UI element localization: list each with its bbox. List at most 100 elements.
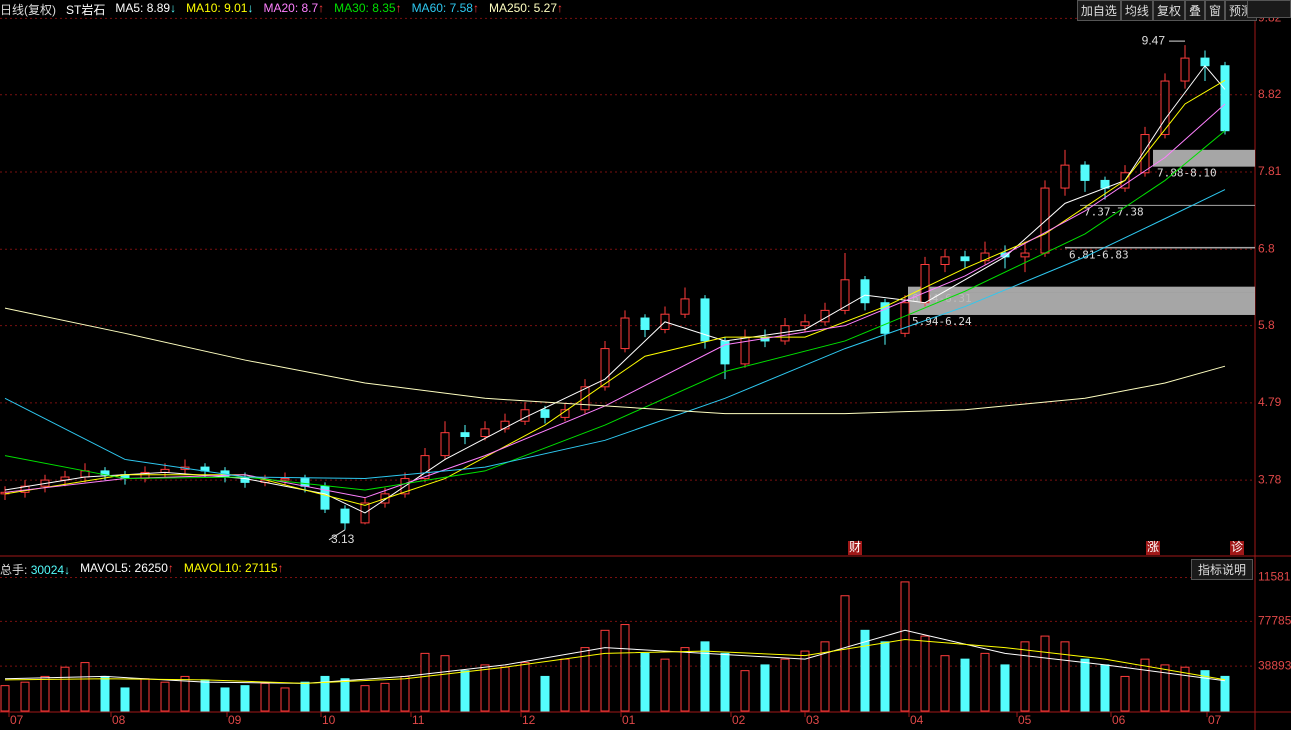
annotation-leader xyxy=(328,529,346,541)
legend-name: MA60 xyxy=(411,1,443,15)
candle-body xyxy=(280,478,290,481)
candle-body xyxy=(700,298,710,342)
toolbar-button[interactable]: 加自选 xyxy=(1076,0,1121,21)
price-legend: 日线(复权) ST岩石 MA5: 8.89↓ MA10: 9.01↓ MA20: 8… xyxy=(0,1,563,18)
volume-bar xyxy=(580,647,590,712)
legend-name: MA10 xyxy=(186,1,218,15)
legend-name: MA30 xyxy=(334,1,366,15)
volume-bar xyxy=(1060,641,1070,712)
y-tick-label: 77785 xyxy=(1258,614,1291,628)
candle-body xyxy=(620,317,630,350)
legend-value: 9.01 xyxy=(224,1,248,15)
x-tick-label: 12 xyxy=(522,713,536,727)
candle-body xyxy=(860,279,870,304)
volume-bar xyxy=(1040,635,1050,712)
zone-label: 7.37-7.38 xyxy=(1084,206,1144,219)
toolbar-controls[interactable] xyxy=(1247,0,1291,18)
volume-bar xyxy=(500,666,510,712)
toolbar-button[interactable]: 窗 xyxy=(1204,0,1225,21)
x-tick-label: 11 xyxy=(412,713,425,727)
y-tick-label: 4.79 xyxy=(1258,395,1282,409)
legend-value: 8.7 xyxy=(301,1,319,15)
event-marker: 诊 xyxy=(1231,540,1243,554)
candle-body xyxy=(500,420,510,430)
y-tick-label: 11581 xyxy=(1258,570,1291,584)
candle-body xyxy=(480,428,490,438)
volume-bar xyxy=(980,652,990,712)
legend-trend: ↑ xyxy=(472,1,479,15)
candle-body xyxy=(1140,134,1150,174)
volume-bar xyxy=(1160,664,1170,712)
legend-separator: : xyxy=(238,561,246,575)
x-tick-label: 04 xyxy=(910,713,924,727)
volume-bar xyxy=(60,666,70,712)
candle-body xyxy=(640,317,650,330)
y-tick-label: 8.82 xyxy=(1258,87,1282,101)
legend-value: 8.35 xyxy=(372,1,396,15)
help-button[interactable]: 指标说明 xyxy=(1190,559,1253,580)
volume-bar xyxy=(600,629,610,712)
candle-body xyxy=(600,348,610,388)
toolbar-button[interactable]: 复权 xyxy=(1152,0,1185,21)
legend-separator: : xyxy=(526,1,534,15)
volume-bar xyxy=(720,652,730,712)
legend-item: MA20: 8.7↑ xyxy=(263,1,324,18)
volume-bar xyxy=(340,678,350,712)
candle-body xyxy=(580,386,590,411)
volume-bar xyxy=(860,629,870,712)
legend-item: MA10: 9.01↓ xyxy=(186,1,253,18)
volume-bar xyxy=(880,641,890,712)
legend-item: MA5: 8.89↓ xyxy=(115,1,176,18)
volume-bar xyxy=(760,664,770,712)
volume-title-text: 总手 xyxy=(0,563,25,577)
chart-title: 日线(复权) xyxy=(0,3,56,17)
event-marker-bg xyxy=(1230,541,1244,555)
x-tick-label: 03 xyxy=(806,713,820,727)
event-marker-bg xyxy=(848,541,862,555)
volume-bar xyxy=(460,670,470,712)
legend-name: MAVOL5 xyxy=(80,561,128,575)
candle-body xyxy=(540,409,550,418)
price-zone xyxy=(1065,246,1255,249)
stock-name: ST岩石 xyxy=(66,3,106,17)
toolbar-button[interactable]: 均线 xyxy=(1120,0,1153,21)
candle-body xyxy=(1160,80,1170,136)
candle-body xyxy=(1220,65,1230,132)
legend-separator: : xyxy=(442,1,450,15)
volume-bar xyxy=(380,682,390,712)
volume-bar xyxy=(960,658,970,712)
volume-bar xyxy=(180,675,190,712)
volume-bar xyxy=(160,681,170,712)
ma-line xyxy=(4,189,1226,480)
volume-bar xyxy=(240,685,250,712)
volume-bar xyxy=(360,685,370,712)
volume-title: 总手: 30024↓ xyxy=(0,561,70,578)
price-zone xyxy=(1153,149,1255,167)
candle-body xyxy=(780,325,790,342)
legend-trend: ↑ xyxy=(557,1,564,15)
annotation: 9.47 xyxy=(1142,33,1166,47)
legend-separator: : xyxy=(127,561,135,575)
legend-name: MAVOL10 xyxy=(183,561,239,575)
legend-name: MA5 xyxy=(115,1,141,15)
candle-body xyxy=(340,508,350,524)
volume-bar xyxy=(700,641,710,712)
volume-bar xyxy=(1200,670,1210,712)
legend-name: MA20 xyxy=(263,1,295,15)
legend-trend: ↑ xyxy=(395,1,402,15)
candle-body xyxy=(940,256,950,266)
candle-body xyxy=(980,252,990,262)
volume-bar xyxy=(1020,641,1030,712)
legend-trend: ↓ xyxy=(247,1,254,15)
x-tick-label: 08 xyxy=(112,713,126,727)
volume-bar xyxy=(1120,675,1130,712)
volume-bar xyxy=(80,662,90,712)
x-tick-label: 10 xyxy=(322,713,336,727)
candle-body xyxy=(440,432,450,457)
candle-body xyxy=(1200,57,1210,67)
volume-bar xyxy=(320,675,330,712)
volume-bar xyxy=(100,675,110,712)
toolbar-button[interactable]: 叠 xyxy=(1184,0,1205,21)
